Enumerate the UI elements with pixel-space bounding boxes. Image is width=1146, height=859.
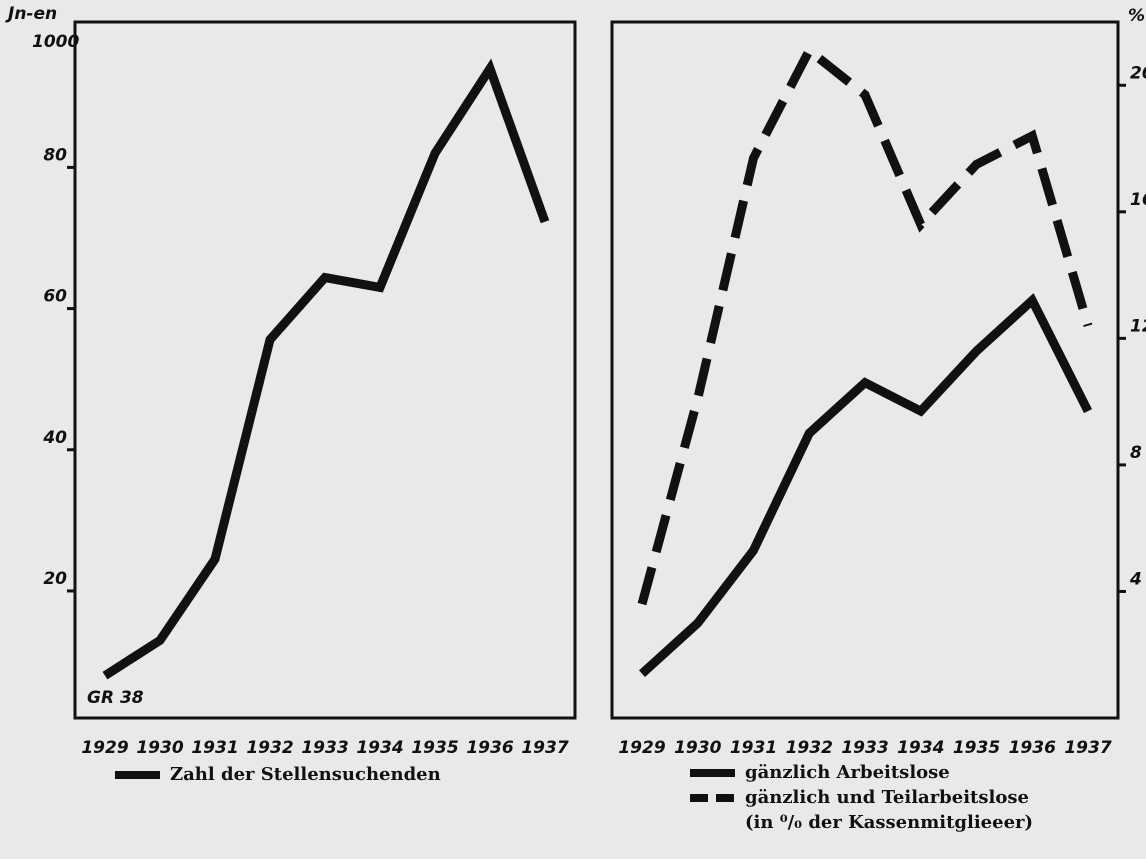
x-tick-label: 1929: [618, 738, 665, 758]
annotation: GR 38: [87, 688, 144, 708]
x-tick-label: 1935: [411, 738, 458, 758]
x-tick-label: 1933: [301, 738, 348, 758]
y-tick-label: 4: [1129, 569, 1142, 589]
y-tick-label: 20: [43, 569, 67, 589]
x-tick-label: 1936: [466, 738, 513, 758]
series-line: [638, 293, 1093, 678]
x-tick-label: 1937: [521, 738, 568, 758]
x-tick-label: 1931: [191, 738, 238, 758]
x-tick-label: 1933: [841, 738, 888, 758]
x-tick-label: 1930: [136, 738, 183, 758]
x-tick-label: 1931: [730, 738, 777, 758]
x-tick-label: 1937: [1064, 738, 1111, 758]
series-line: [637, 43, 1093, 606]
x-tick-label: 1935: [953, 738, 1000, 758]
legend-note: (in ⁰/₀ der Kassenmitglieeer): [745, 812, 1033, 833]
x-tick-label: 1932: [246, 738, 293, 758]
y-axis-label: %: [1128, 6, 1145, 26]
y-axis-label: Jn-en: [5, 4, 57, 24]
x-tick-label: 1930: [674, 738, 721, 758]
x-tick-label: 1936: [1009, 738, 1056, 758]
series-line: [102, 58, 550, 680]
y-tick-label: 80: [43, 145, 67, 165]
y-tick-label: 12: [1130, 316, 1146, 336]
y-tick-label: 20: [1130, 63, 1146, 83]
legend-label: gänzlich und Teilarbeitslose: [745, 787, 1029, 808]
y-tick-label: 16: [1130, 190, 1146, 210]
y-tick-label: 8: [1130, 443, 1142, 463]
legend-label: gänzlich Arbeitslose: [745, 762, 950, 783]
x-tick-label: 1934: [897, 738, 944, 758]
x-tick-label: 1932: [786, 738, 833, 758]
y-tick-label: 60: [43, 287, 67, 307]
x-tick-label: 1929: [81, 738, 128, 758]
y-tick-label: 40: [42, 428, 67, 448]
legend-label: Zahl der Stellensuchenden: [170, 764, 441, 785]
x-tick-label: 1934: [356, 738, 403, 758]
plot-frame: [610, 20, 1120, 720]
plot-frame: [73, 20, 577, 720]
y-axis-unit: 1000: [32, 32, 79, 52]
